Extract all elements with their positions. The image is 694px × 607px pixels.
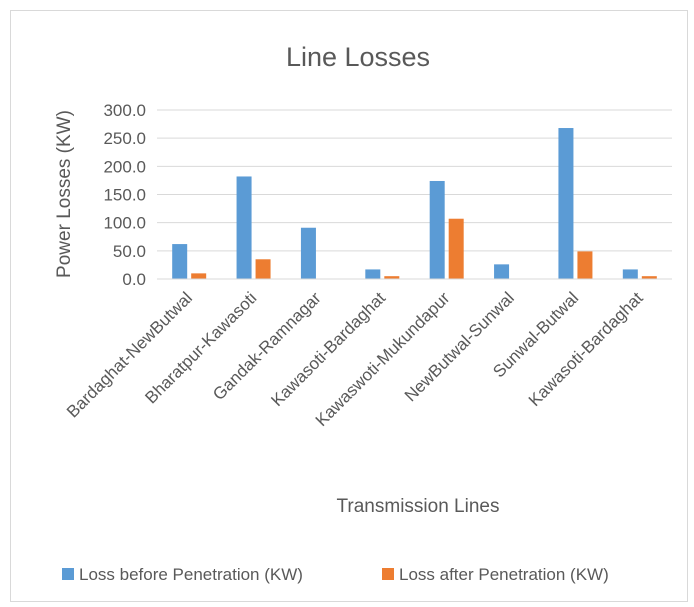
x-axis-categories: Bardaghat-NewButwalBharatpur-KawasotiGan… xyxy=(63,288,647,430)
bar-before xyxy=(494,264,510,279)
bar-before xyxy=(365,269,381,279)
bar-before xyxy=(558,128,574,279)
x-category-label: Kawasoti-Bardaghat xyxy=(267,288,389,410)
y-axis-title: Power Losses (KW) xyxy=(54,110,75,278)
x-axis-title: Transmission Lines xyxy=(337,496,500,517)
bar-before xyxy=(300,227,316,279)
x-category-label: Bardaghat-NewButwal xyxy=(63,288,196,421)
y-tick-label: 300.0 xyxy=(103,101,146,120)
legend-swatch xyxy=(382,568,394,580)
gridlines xyxy=(157,109,672,252)
y-tick-label: 100.0 xyxy=(103,214,146,233)
legend: Loss before Penetration (KW) Loss after P… xyxy=(62,565,609,584)
chart-frame xyxy=(10,10,688,602)
bar-before xyxy=(236,176,252,279)
y-tick-label: 150.0 xyxy=(103,186,146,205)
bar-after xyxy=(577,251,593,279)
bars xyxy=(172,128,657,279)
legend-swatch xyxy=(62,568,74,580)
bar-after xyxy=(191,273,207,279)
y-axis-ticks: 0.0 50.0 100.0 150.0 200.0 250.0 300.0 xyxy=(103,101,146,289)
bar-before xyxy=(622,269,638,279)
bar-before xyxy=(429,180,445,279)
y-tick-label: 200.0 xyxy=(103,157,146,176)
bar-after xyxy=(448,218,464,279)
x-category-label: Kawasoti-Bardaghat xyxy=(525,288,647,410)
y-tick-label: 0.0 xyxy=(122,270,146,289)
legend-label: Loss after Penetration (KW) xyxy=(399,565,609,584)
x-category-label: Gandak-Ramnagar xyxy=(209,288,325,404)
bar-after xyxy=(641,276,657,279)
y-tick-label: 250.0 xyxy=(103,129,146,148)
legend-label: Loss before Penetration (KW) xyxy=(79,565,303,584)
x-category-label: Bharatpur-Kawasoti xyxy=(141,288,260,407)
bar-after xyxy=(255,259,271,279)
y-tick-label: 50.0 xyxy=(113,242,146,261)
bar-before xyxy=(172,244,188,279)
bar-after xyxy=(384,276,400,279)
chart-title: Line Losses xyxy=(286,42,430,72)
x-category-label: NewButwal-Sunwal xyxy=(401,288,518,405)
